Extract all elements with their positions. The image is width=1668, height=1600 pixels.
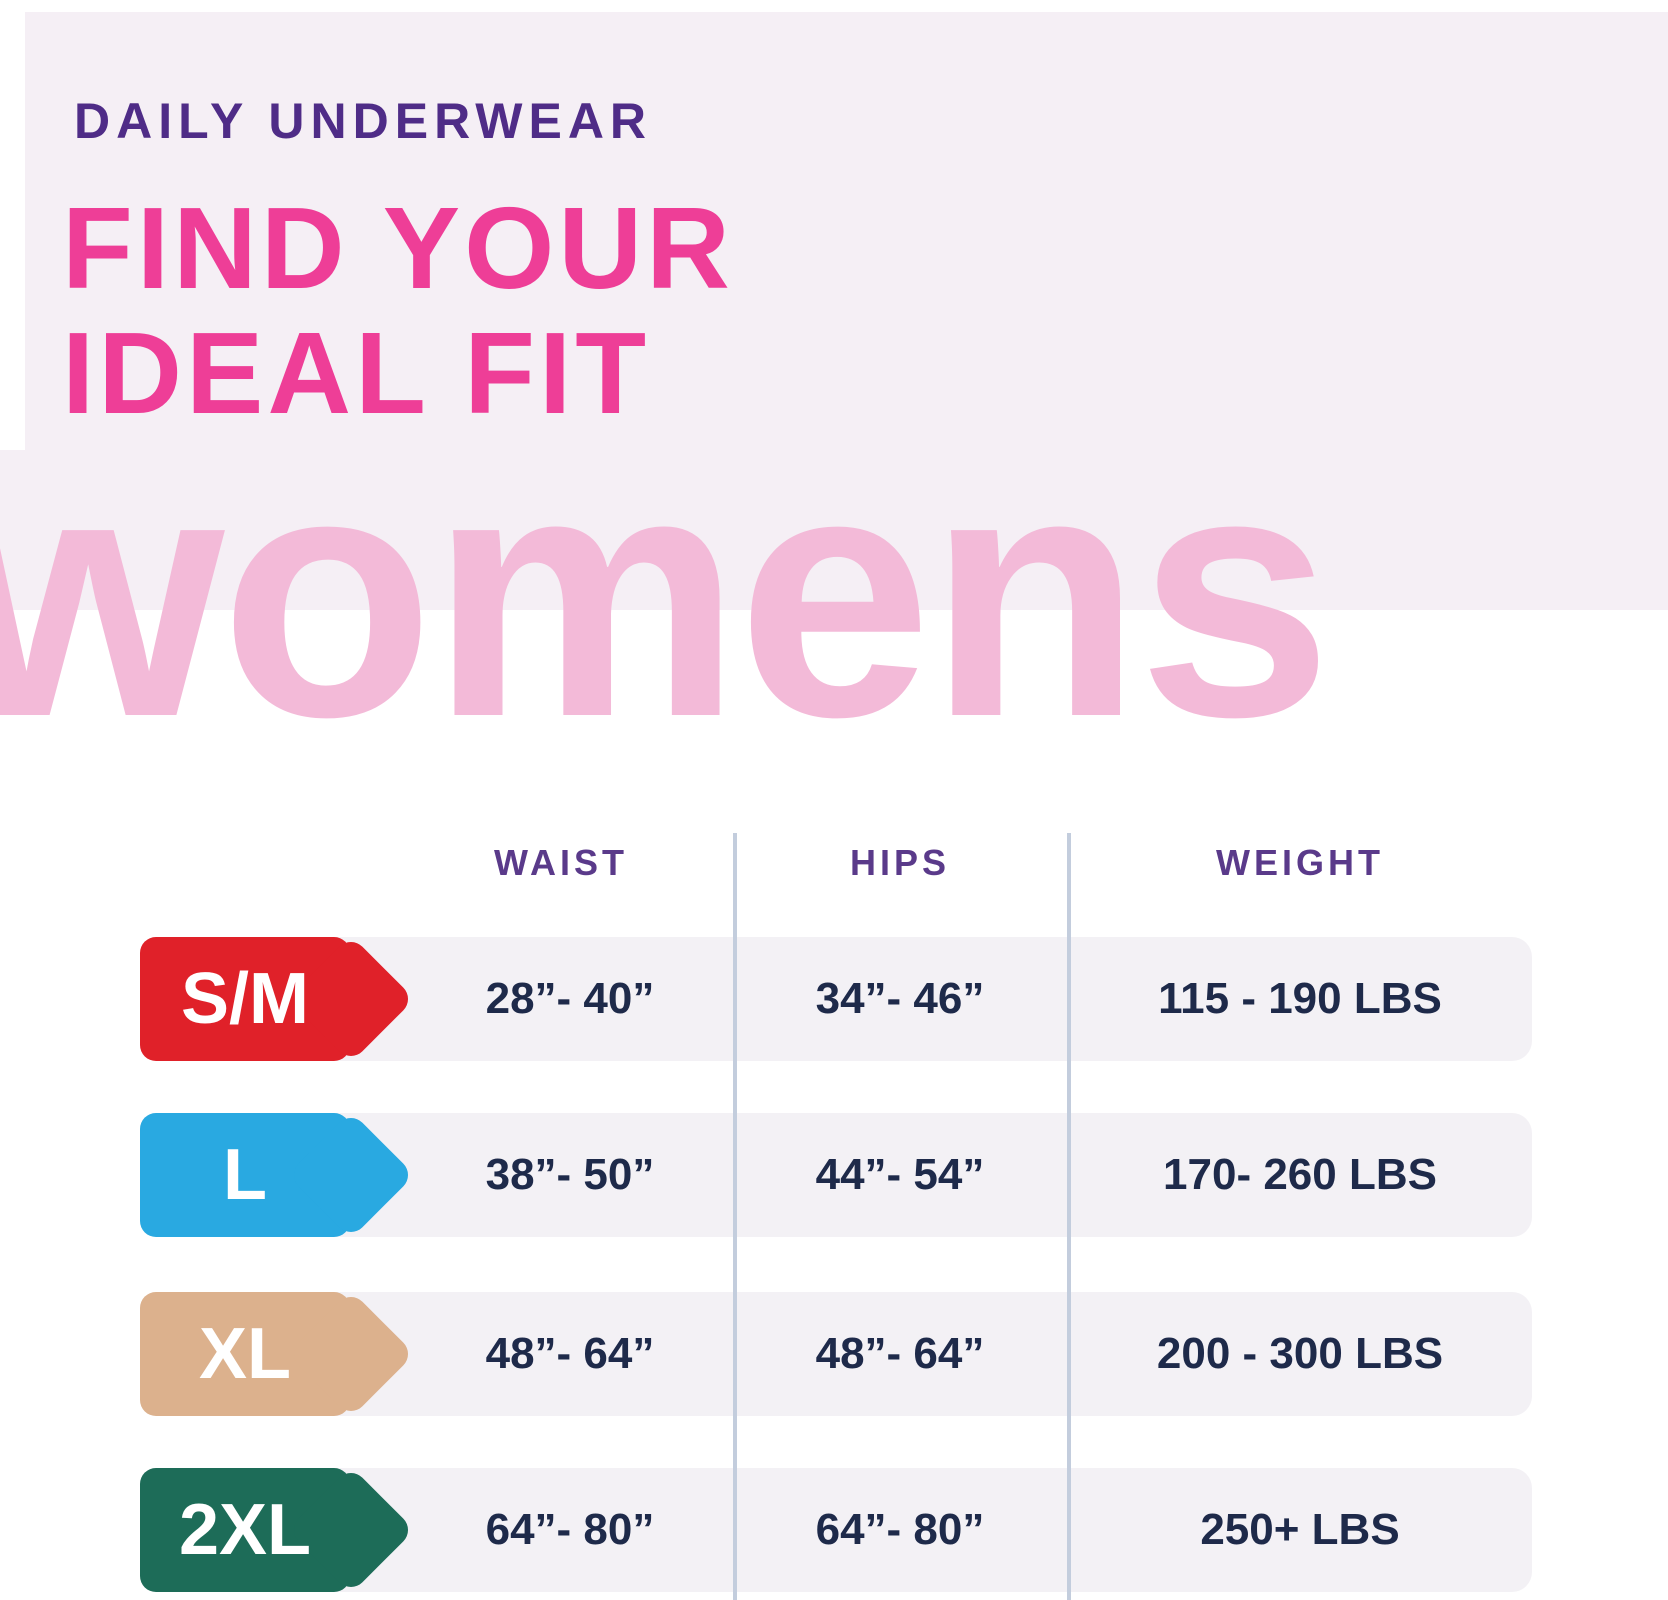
- weight-value: 250+ LBS: [1200, 1505, 1400, 1554]
- column-divider-1: [733, 833, 737, 1600]
- table-row: 48”- 64” 48”- 64” 200 - 300 LBS: [150, 1292, 1532, 1416]
- size-badge-xl: XL: [140, 1292, 350, 1416]
- weight-value: 115 - 190 LBS: [1158, 974, 1442, 1023]
- hips-value: 64”- 80”: [815, 1505, 985, 1554]
- size-badge-l: L: [140, 1113, 350, 1237]
- size-badge-label: 2XL: [178, 1490, 312, 1570]
- hips-value: 48”- 64”: [815, 1329, 985, 1378]
- weight-value: 170- 260 LBS: [1163, 1150, 1437, 1199]
- top-background-band: [25, 12, 1668, 450]
- table-row: 28”- 40” 34”- 46” 115 - 190 LBS: [150, 937, 1532, 1061]
- page-title: FIND YOUR IDEAL FIT: [62, 183, 734, 439]
- waist-value: 64”- 80”: [485, 1505, 655, 1554]
- hips-value: 44”- 54”: [815, 1150, 985, 1199]
- hips-value: 34”- 46”: [815, 974, 985, 1023]
- womens-watermark-text: womens: [0, 399, 1332, 790]
- size-badge-sm: S/M: [140, 937, 350, 1061]
- size-badge-2xl: 2XL: [140, 1468, 350, 1592]
- column-divider-2: [1067, 833, 1071, 1600]
- waist-value: 28”- 40”: [485, 974, 655, 1023]
- size-badge-label: L: [223, 1135, 267, 1215]
- size-badge-label: XL: [198, 1314, 291, 1394]
- weight-value: 200 - 300 LBS: [1156, 1329, 1444, 1378]
- waist-value: 38”- 50”: [485, 1150, 655, 1199]
- column-header-weight: WEIGHT: [1216, 842, 1384, 883]
- brand-name: DAILY UNDERWEAR: [74, 93, 653, 149]
- size-badge-label: S/M: [180, 959, 309, 1039]
- waist-value: 48”- 64”: [485, 1329, 655, 1378]
- womens-background-band: [0, 450, 1668, 610]
- column-header-waist: WAIST: [494, 842, 628, 883]
- column-header-hips: HIPS: [849, 842, 951, 883]
